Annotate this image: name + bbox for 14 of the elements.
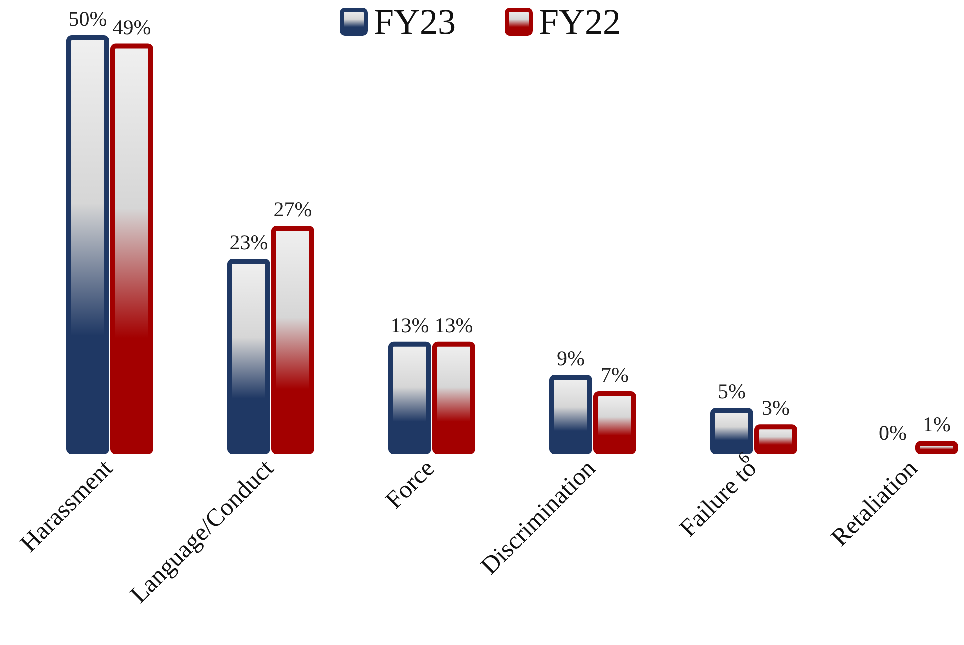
data-label: 27%	[274, 197, 312, 222]
data-label: 23%	[230, 230, 268, 255]
data-label: 50%	[68, 7, 108, 31]
data-label: 9%	[557, 346, 585, 370]
data-label: 49%	[112, 15, 152, 40]
data-label: 13%	[434, 313, 474, 338]
legend-label: FY23	[374, 2, 456, 42]
data-label: 0%	[879, 421, 907, 445]
data-label: 13%	[390, 313, 430, 338]
data-label: 5%	[718, 380, 746, 404]
data-label: 1%	[923, 412, 951, 437]
legend-label: FY22	[539, 2, 622, 42]
data-label: 7%	[601, 363, 629, 388]
data-label: 3%	[762, 396, 790, 420]
